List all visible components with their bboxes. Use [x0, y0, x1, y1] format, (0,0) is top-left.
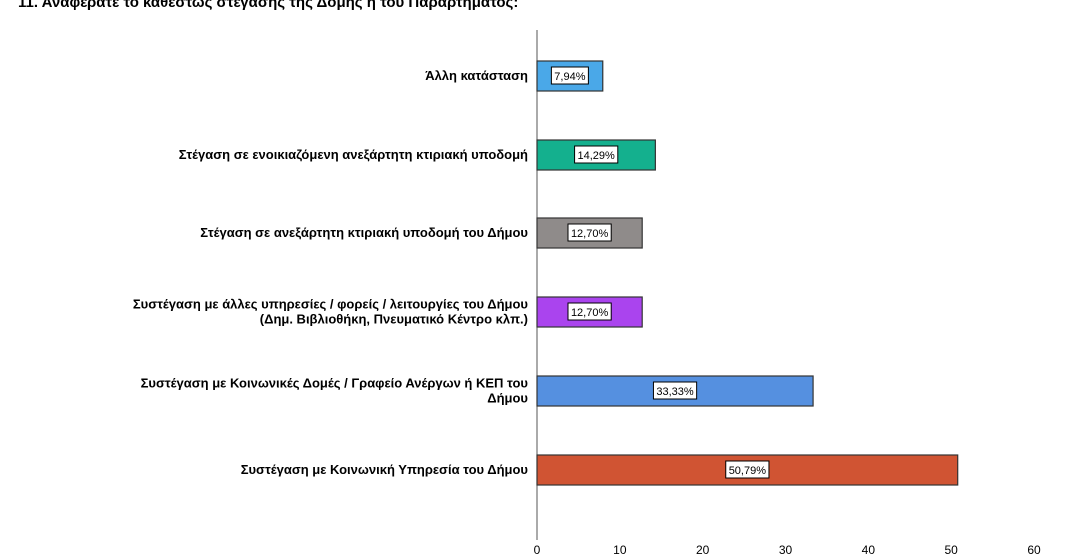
- x-tick-labels: 0 10 20 30 40 50 60: [534, 543, 1041, 556]
- x-tick-label: 0: [534, 543, 541, 556]
- data-label: 12,70%: [571, 228, 609, 240]
- data-label: 33,33%: [656, 386, 694, 398]
- data-label: 7,94%: [554, 71, 585, 83]
- category-label: Δήμου: [487, 391, 528, 406]
- x-tick-label: 10: [613, 543, 627, 556]
- category-label: Συστέγαση με Κοινωνική Υπηρεσία του Δήμο…: [241, 462, 529, 477]
- category-label: Συστέγαση με Κοινωνικές Δομές / Γραφείο …: [141, 376, 529, 391]
- x-tick-label: 60: [1027, 543, 1041, 556]
- data-label-box: [725, 460, 770, 479]
- data-label-box: [567, 223, 612, 242]
- x-tick-label: 30: [779, 543, 793, 556]
- category-label: (Δημ. Βιβλιοθήκη, Πνευματικό Κέντρο κλπ.…: [260, 312, 528, 327]
- x-tick-label: 40: [862, 543, 876, 556]
- x-tick-label: 50: [944, 543, 958, 556]
- category-label: Στέγαση σε ανεξάρτητη κτιριακή υποδομή τ…: [200, 225, 528, 240]
- data-label: 50,79%: [729, 465, 767, 477]
- x-tick-label: 20: [696, 543, 710, 556]
- bar: [536, 60, 604, 92]
- category-label: Στέγαση σε ενοικιαζόμενη ανεξάρτητη κτιρ…: [179, 147, 528, 162]
- data-label-box: [567, 302, 612, 321]
- category-label: Άλλη κατάσταση: [425, 68, 528, 83]
- data-label-box: [574, 145, 619, 164]
- chart-title: 11. Αναφέρατε το καθεστώς στέγασης της Δ…: [18, 0, 519, 11]
- data-label-box: [550, 66, 589, 85]
- data-label: 12,70%: [571, 307, 609, 319]
- category-label: Συστέγαση με άλλες υπηρεσίες / φορείς / …: [133, 297, 529, 312]
- bars: 7,94% 14,29% 12,70% 12,70% 33,33% 50,79%: [536, 60, 959, 486]
- data-label: 14,29%: [578, 150, 616, 162]
- category-labels: Άλλη κατάσταση Στέγαση σε ενοικιαζόμενη α…: [133, 68, 529, 477]
- data-label-box: [652, 381, 698, 400]
